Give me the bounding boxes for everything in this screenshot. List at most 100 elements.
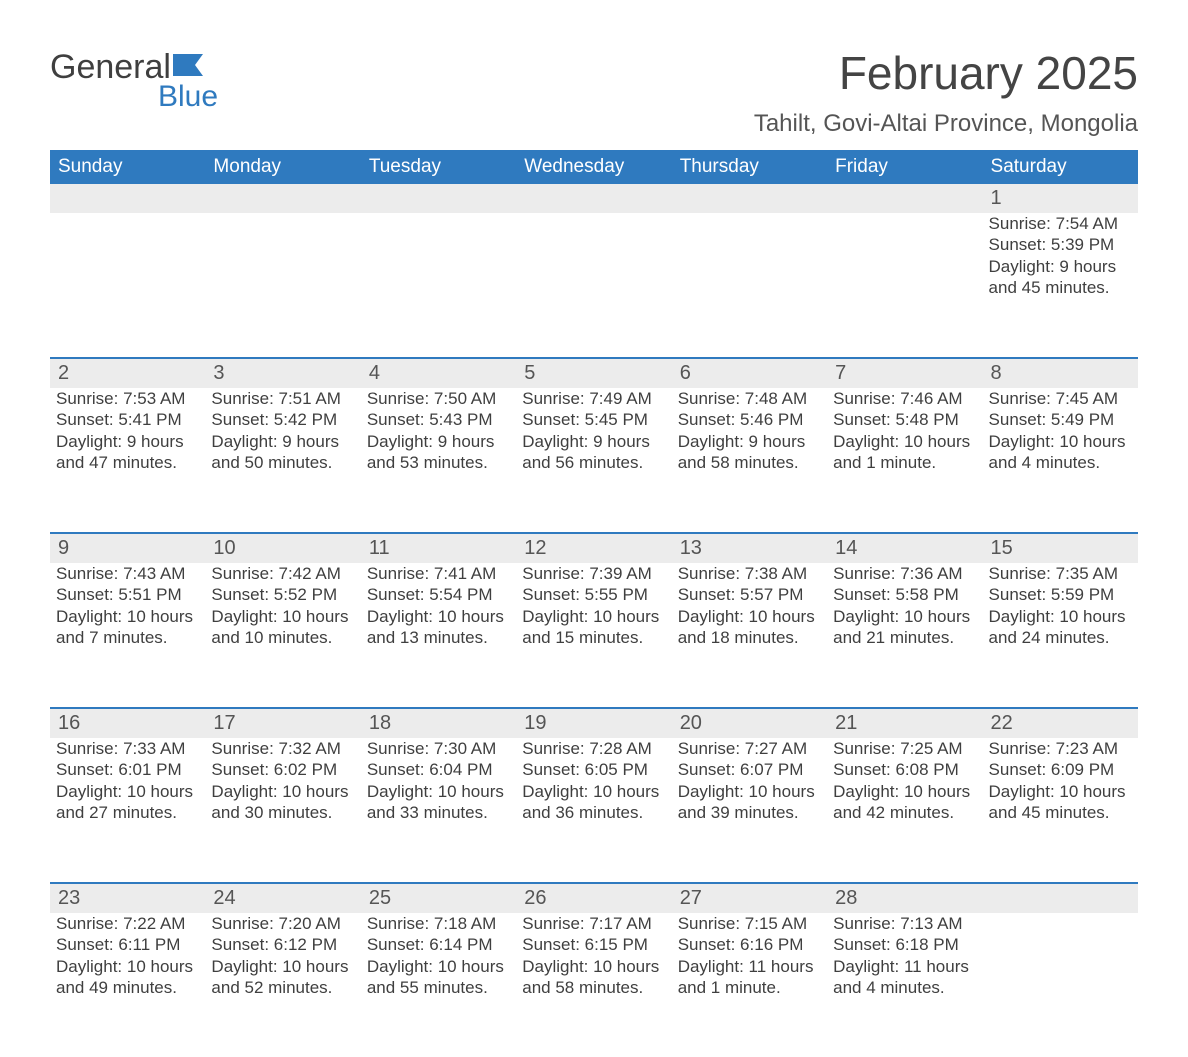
day-number-cell: 5 bbox=[516, 358, 671, 388]
daylight-text: Daylight: 10 hours and 36 minutes. bbox=[522, 781, 665, 824]
week-row: Sunrise: 7:43 AMSunset: 5:51 PMDaylight:… bbox=[50, 563, 1138, 708]
sunset-text: Sunset: 5:43 PM bbox=[367, 409, 510, 430]
day-cell: Sunrise: 7:17 AMSunset: 6:15 PMDaylight:… bbox=[516, 913, 671, 1057]
day-number-cell: 12 bbox=[516, 533, 671, 563]
day-cell bbox=[50, 213, 205, 358]
daylight-text: Daylight: 9 hours and 45 minutes. bbox=[989, 256, 1132, 299]
day-number-cell: 1 bbox=[983, 184, 1138, 213]
sunset-text: Sunset: 6:01 PM bbox=[56, 759, 199, 780]
flag-icon bbox=[173, 54, 203, 76]
daylight-text: Daylight: 10 hours and 49 minutes. bbox=[56, 956, 199, 999]
daynum-row: 16171819202122 bbox=[50, 708, 1138, 738]
day-number-cell: 23 bbox=[50, 883, 205, 913]
sunrise-text: Sunrise: 7:30 AM bbox=[367, 738, 510, 759]
day-number-cell: 26 bbox=[516, 883, 671, 913]
day-number-cell: 2 bbox=[50, 358, 205, 388]
daylight-text: Daylight: 10 hours and 7 minutes. bbox=[56, 606, 199, 649]
day-number-cell bbox=[361, 184, 516, 213]
day-cell: Sunrise: 7:30 AMSunset: 6:04 PMDaylight:… bbox=[361, 738, 516, 883]
daylight-text: Daylight: 10 hours and 52 minutes. bbox=[211, 956, 354, 999]
day-number-cell: 19 bbox=[516, 708, 671, 738]
sunset-text: Sunset: 6:18 PM bbox=[833, 934, 976, 955]
day-number-cell: 9 bbox=[50, 533, 205, 563]
sunrise-text: Sunrise: 7:39 AM bbox=[522, 563, 665, 584]
day-cell bbox=[827, 213, 982, 358]
day-number-cell: 20 bbox=[672, 708, 827, 738]
sunrise-text: Sunrise: 7:41 AM bbox=[367, 563, 510, 584]
sunset-text: Sunset: 6:15 PM bbox=[522, 934, 665, 955]
week-row: Sunrise: 7:33 AMSunset: 6:01 PMDaylight:… bbox=[50, 738, 1138, 883]
sunset-text: Sunset: 6:11 PM bbox=[56, 934, 199, 955]
sunrise-text: Sunrise: 7:45 AM bbox=[989, 388, 1132, 409]
daylight-text: Daylight: 10 hours and 45 minutes. bbox=[989, 781, 1132, 824]
sunset-text: Sunset: 5:51 PM bbox=[56, 584, 199, 605]
sunset-text: Sunset: 5:59 PM bbox=[989, 584, 1132, 605]
daylight-text: Daylight: 9 hours and 58 minutes. bbox=[678, 431, 821, 474]
sunset-text: Sunset: 6:14 PM bbox=[367, 934, 510, 955]
daylight-text: Daylight: 9 hours and 53 minutes. bbox=[367, 431, 510, 474]
location-subtitle: Tahilt, Govi-Altai Province, Mongolia bbox=[754, 110, 1138, 138]
day-number-cell: 8 bbox=[983, 358, 1138, 388]
day-cell: Sunrise: 7:49 AMSunset: 5:45 PMDaylight:… bbox=[516, 388, 671, 533]
day-number-cell: 15 bbox=[983, 533, 1138, 563]
sunset-text: Sunset: 6:08 PM bbox=[833, 759, 976, 780]
sunrise-text: Sunrise: 7:42 AM bbox=[211, 563, 354, 584]
day-number-cell: 6 bbox=[672, 358, 827, 388]
daylight-text: Daylight: 10 hours and 27 minutes. bbox=[56, 781, 199, 824]
sunset-text: Sunset: 5:57 PM bbox=[678, 584, 821, 605]
weekday-header: Monday bbox=[205, 150, 360, 184]
daynum-row: 2345678 bbox=[50, 358, 1138, 388]
day-number-cell: 14 bbox=[827, 533, 982, 563]
daynum-row: 1 bbox=[50, 184, 1138, 213]
day-cell: Sunrise: 7:54 AMSunset: 5:39 PMDaylight:… bbox=[983, 213, 1138, 358]
sunrise-text: Sunrise: 7:20 AM bbox=[211, 913, 354, 934]
day-cell: Sunrise: 7:22 AMSunset: 6:11 PMDaylight:… bbox=[50, 913, 205, 1057]
day-number-cell: 28 bbox=[827, 883, 982, 913]
daylight-text: Daylight: 9 hours and 50 minutes. bbox=[211, 431, 354, 474]
day-number-cell bbox=[983, 883, 1138, 913]
day-cell: Sunrise: 7:32 AMSunset: 6:02 PMDaylight:… bbox=[205, 738, 360, 883]
day-cell: Sunrise: 7:39 AMSunset: 5:55 PMDaylight:… bbox=[516, 563, 671, 708]
day-number-cell: 11 bbox=[361, 533, 516, 563]
sunrise-text: Sunrise: 7:28 AM bbox=[522, 738, 665, 759]
calendar-page: General Blue February 2025 Tahilt, Govi-… bbox=[0, 0, 1188, 918]
day-cell: Sunrise: 7:42 AMSunset: 5:52 PMDaylight:… bbox=[205, 563, 360, 708]
sunrise-text: Sunrise: 7:53 AM bbox=[56, 388, 199, 409]
day-cell: Sunrise: 7:38 AMSunset: 5:57 PMDaylight:… bbox=[672, 563, 827, 708]
sunset-text: Sunset: 5:52 PM bbox=[211, 584, 354, 605]
sunrise-text: Sunrise: 7:18 AM bbox=[367, 913, 510, 934]
day-number-cell: 17 bbox=[205, 708, 360, 738]
week-row: Sunrise: 7:22 AMSunset: 6:11 PMDaylight:… bbox=[50, 913, 1138, 1057]
header-row: General Blue February 2025 Tahilt, Govi-… bbox=[50, 50, 1138, 138]
daylight-text: Daylight: 10 hours and 1 minute. bbox=[833, 431, 976, 474]
weekday-header: Saturday bbox=[983, 150, 1138, 184]
daylight-text: Daylight: 10 hours and 21 minutes. bbox=[833, 606, 976, 649]
weekday-header: Tuesday bbox=[361, 150, 516, 184]
day-number-cell: 22 bbox=[983, 708, 1138, 738]
day-cell bbox=[983, 913, 1138, 1057]
day-cell: Sunrise: 7:33 AMSunset: 6:01 PMDaylight:… bbox=[50, 738, 205, 883]
day-cell: Sunrise: 7:15 AMSunset: 6:16 PMDaylight:… bbox=[672, 913, 827, 1057]
day-cell: Sunrise: 7:35 AMSunset: 5:59 PMDaylight:… bbox=[983, 563, 1138, 708]
daylight-text: Daylight: 11 hours and 4 minutes. bbox=[833, 956, 976, 999]
day-cell: Sunrise: 7:50 AMSunset: 5:43 PMDaylight:… bbox=[361, 388, 516, 533]
day-cell: Sunrise: 7:53 AMSunset: 5:41 PMDaylight:… bbox=[50, 388, 205, 533]
week-row: Sunrise: 7:53 AMSunset: 5:41 PMDaylight:… bbox=[50, 388, 1138, 533]
sunset-text: Sunset: 5:46 PM bbox=[678, 409, 821, 430]
sunrise-text: Sunrise: 7:38 AM bbox=[678, 563, 821, 584]
weekday-header: Wednesday bbox=[516, 150, 671, 184]
day-cell: Sunrise: 7:45 AMSunset: 5:49 PMDaylight:… bbox=[983, 388, 1138, 533]
daynum-row: 232425262728 bbox=[50, 883, 1138, 913]
day-cell: Sunrise: 7:13 AMSunset: 6:18 PMDaylight:… bbox=[827, 913, 982, 1057]
day-cell: Sunrise: 7:43 AMSunset: 5:51 PMDaylight:… bbox=[50, 563, 205, 708]
sunset-text: Sunset: 6:04 PM bbox=[367, 759, 510, 780]
weekday-header: Friday bbox=[827, 150, 982, 184]
daylight-text: Daylight: 10 hours and 39 minutes. bbox=[678, 781, 821, 824]
day-number-cell: 7 bbox=[827, 358, 982, 388]
day-number-cell bbox=[672, 184, 827, 213]
sunset-text: Sunset: 5:39 PM bbox=[989, 234, 1132, 255]
sunset-text: Sunset: 6:09 PM bbox=[989, 759, 1132, 780]
daylight-text: Daylight: 10 hours and 4 minutes. bbox=[989, 431, 1132, 474]
day-cell: Sunrise: 7:46 AMSunset: 5:48 PMDaylight:… bbox=[827, 388, 982, 533]
sunrise-text: Sunrise: 7:27 AM bbox=[678, 738, 821, 759]
